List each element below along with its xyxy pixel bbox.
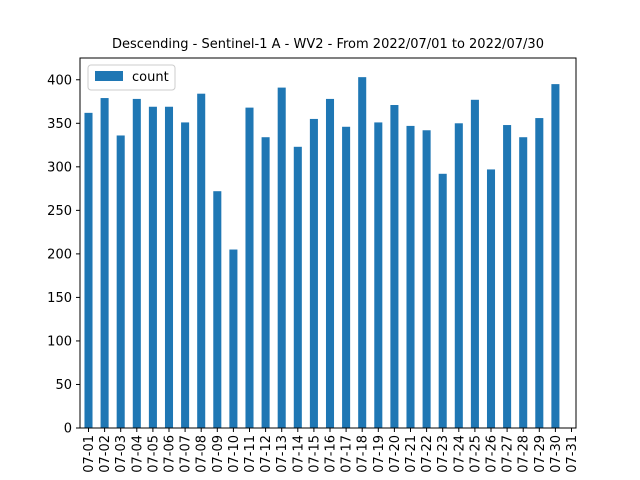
bar-07-09 (213, 191, 222, 428)
x-tick-label: 07-30 (549, 435, 564, 473)
x-tick-label: 07-06 (163, 435, 178, 473)
y-tick-label: 0 (64, 422, 72, 437)
legend-swatch (95, 71, 123, 81)
y-tick-label: 300 (47, 160, 72, 175)
bar-07-03 (116, 135, 125, 429)
bar-07-20 (390, 105, 399, 428)
bar-07-10 (229, 249, 238, 428)
bar-07-27 (503, 125, 512, 428)
y-tick-label: 200 (47, 247, 72, 262)
x-tick-label: 07-15 (307, 435, 322, 473)
bar-07-14 (293, 146, 302, 429)
x-tick-label: 07-04 (130, 435, 145, 473)
x-tick-label: 07-21 (404, 435, 419, 473)
y-tick-label: 350 (47, 117, 72, 132)
x-tick-label: 07-16 (324, 435, 339, 473)
bar-07-30 (551, 84, 560, 429)
x-tick-label: 07-17 (340, 435, 355, 473)
x-tick-label: 07-14 (291, 435, 306, 473)
bar-07-12 (261, 137, 270, 428)
bar-07-22 (422, 130, 431, 428)
bars-group (84, 77, 560, 429)
y-tick-label: 50 (55, 378, 72, 393)
x-tick-label: 07-27 (501, 435, 516, 473)
x-tick-label: 07-11 (243, 435, 258, 473)
x-tick-label: 07-07 (179, 435, 194, 473)
x-tick-label: 07-13 (275, 435, 290, 473)
x-tick-label: 07-02 (98, 435, 113, 473)
bar-07-02 (100, 98, 109, 429)
bar-07-19 (374, 122, 383, 429)
x-tick-label: 07-01 (82, 435, 97, 473)
y-axis: 0 50 100 150 200 250 300 350 400 (47, 73, 80, 437)
bar-07-01 (84, 112, 93, 428)
x-tick-label: 07-29 (533, 435, 548, 473)
x-tick-label: 07-20 (388, 435, 403, 473)
bar-07-15 (309, 118, 318, 428)
bar-07-06 (164, 106, 174, 428)
y-tick-label: 400 (47, 73, 72, 88)
y-tick-label: 100 (47, 334, 72, 349)
x-tick-label: 07-12 (259, 435, 274, 473)
bar-07-18 (358, 77, 367, 429)
y-tick-label: 150 (47, 291, 72, 306)
legend-label: count (132, 70, 169, 85)
bar-07-23 (438, 173, 447, 428)
y-tick-label: 250 (47, 204, 72, 219)
bar-07-21 (406, 125, 415, 428)
bar-07-16 (325, 98, 335, 429)
plot-frame (79, 57, 577, 429)
x-tick-label: 07-05 (146, 435, 161, 473)
x-tick-label: 07-08 (195, 435, 210, 473)
x-tick-label: 07-18 (356, 435, 371, 473)
bar-07-11 (245, 107, 254, 429)
bar-07-13 (277, 87, 286, 428)
bar-07-29 (535, 118, 544, 428)
x-tick-label: 07-25 (468, 435, 483, 473)
chart-title: Descending - Sentinel-1 A - WV2 - From 2… (112, 37, 544, 52)
x-tick-label: 07-24 (452, 435, 467, 473)
x-tick-label: 07-23 (436, 435, 451, 473)
bar-07-04 (132, 98, 141, 429)
bar-07-07 (181, 122, 190, 429)
legend: count (87, 64, 176, 91)
x-tick-label: 07-19 (372, 435, 387, 473)
bar-07-05 (148, 106, 157, 428)
x-tick-label: 07-31 (565, 435, 580, 473)
x-tick-label: 07-10 (227, 435, 242, 473)
bar-07-26 (486, 169, 496, 428)
x-tick-label: 07-28 (517, 435, 532, 473)
x-tick-label: 07-22 (420, 435, 435, 473)
bar-07-28 (519, 137, 528, 428)
x-tick-label: 07-09 (211, 435, 226, 473)
bar-07-08 (197, 93, 206, 428)
x-tick-label: 07-03 (114, 435, 129, 473)
bar-07-24 (454, 123, 463, 428)
x-tick-label: 07-26 (485, 435, 500, 473)
bar-07-25 (470, 99, 479, 428)
bar-07-17 (342, 126, 351, 428)
x-axis: 07-01 07-02 07-03 07-04 07-05 07-06 07-07 07-08… (82, 428, 580, 473)
